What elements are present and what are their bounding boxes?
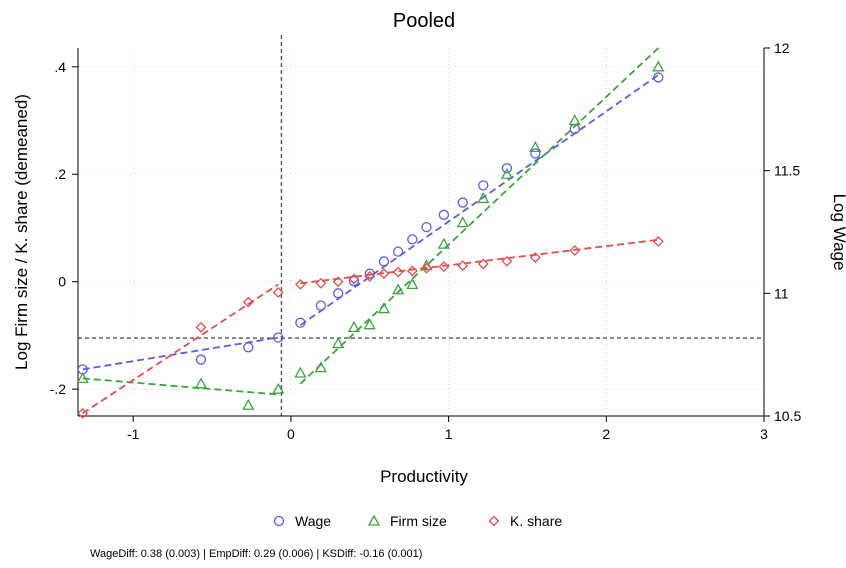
point-firm-size bbox=[652, 60, 665, 72]
data-points bbox=[76, 60, 665, 419]
point-k-share bbox=[406, 265, 418, 277]
point-wage bbox=[315, 300, 327, 311]
x-axis-label: Productivity bbox=[380, 467, 468, 486]
point-wage bbox=[530, 148, 541, 159]
point-wage bbox=[438, 209, 450, 220]
point-firm-size bbox=[347, 321, 361, 333]
point-k-share bbox=[242, 296, 254, 308]
y-axis-right-label: Log Wage bbox=[830, 194, 846, 271]
point-wage bbox=[378, 256, 390, 267]
point-firm-size bbox=[568, 114, 581, 126]
point-firm-size bbox=[420, 259, 433, 271]
point-firm-size bbox=[406, 278, 419, 290]
fit-line-firm-size bbox=[299, 47, 659, 385]
point-k-share bbox=[315, 277, 327, 289]
point-k-share bbox=[272, 287, 284, 298]
point-wage bbox=[364, 268, 375, 279]
fit-lines bbox=[82, 47, 659, 415]
y-left-tick-label: .4 bbox=[54, 59, 66, 75]
point-firm-size bbox=[392, 283, 405, 295]
y-right-tick-label: 11.5 bbox=[774, 163, 800, 179]
point-wage bbox=[243, 342, 254, 353]
point-k-share bbox=[477, 258, 489, 270]
legend-label-firm-size: Firm size bbox=[390, 513, 447, 529]
y-axis-left-label: Log Firm size / K. share (demeaned) bbox=[12, 94, 31, 370]
point-wage bbox=[478, 180, 489, 191]
x-tick-label: 1 bbox=[445, 426, 453, 442]
reference-lines bbox=[78, 35, 764, 416]
legend-marker-wage bbox=[273, 515, 285, 527]
point-wage bbox=[653, 72, 664, 83]
y-right-tick-label: 11 bbox=[774, 285, 789, 301]
point-k-share bbox=[364, 270, 376, 282]
point-wage bbox=[333, 288, 344, 299]
point-wage bbox=[392, 246, 404, 257]
point-wage bbox=[273, 332, 284, 343]
x-tick-label: 2 bbox=[602, 426, 610, 442]
point-k-share bbox=[652, 235, 664, 247]
y-right-tick-label: 10.5 bbox=[774, 408, 801, 424]
fit-line-k-share bbox=[82, 283, 279, 415]
point-k-share bbox=[294, 278, 306, 290]
point-firm-size bbox=[477, 192, 490, 204]
point-firm-size bbox=[242, 398, 255, 410]
point-k-share bbox=[529, 252, 541, 263]
y-left-tick-label: 0 bbox=[58, 274, 66, 290]
grid bbox=[78, 48, 765, 416]
point-wage bbox=[295, 317, 306, 328]
point-wage bbox=[407, 234, 418, 245]
point-firm-size bbox=[529, 141, 542, 153]
y-left-tick-label: .2 bbox=[54, 166, 66, 182]
point-k-share bbox=[421, 262, 432, 274]
point-wage bbox=[501, 163, 513, 174]
point-wage bbox=[457, 197, 468, 208]
y-right-ticks: 10.5 11 11.5 12 bbox=[764, 40, 801, 424]
point-firm-size bbox=[456, 216, 469, 228]
point-wage bbox=[348, 275, 360, 287]
legend: Wage Firm size K. share bbox=[273, 513, 562, 529]
point-firm-size bbox=[332, 337, 345, 349]
x-tick-label: 3 bbox=[760, 426, 768, 442]
point-firm-size bbox=[76, 372, 89, 384]
legend-marker-k-share bbox=[488, 515, 500, 527]
point-k-share bbox=[457, 260, 469, 271]
point-k-share bbox=[348, 273, 360, 285]
point-k-share bbox=[77, 407, 89, 419]
legend-label-wage: Wage bbox=[295, 513, 331, 529]
point-wage bbox=[195, 354, 207, 365]
y-left-tick-label: -.2 bbox=[50, 381, 67, 397]
point-wage bbox=[421, 221, 432, 233]
fit-line-wage bbox=[82, 336, 279, 371]
point-k-share bbox=[501, 255, 513, 267]
point-firm-size bbox=[363, 318, 376, 330]
point-k-share bbox=[195, 321, 207, 333]
y-left-ticks: -.2 0 .2 .4 bbox=[50, 59, 78, 397]
point-k-share bbox=[378, 268, 390, 280]
y-right-tick-label: 12 bbox=[774, 40, 790, 56]
point-k-share bbox=[332, 276, 344, 288]
point-firm-size bbox=[294, 366, 307, 378]
point-firm-size bbox=[272, 382, 285, 394]
footnote: WageDiff: 0.38 (0.003) | EmpDiff: 0.29 (… bbox=[90, 548, 422, 560]
point-firm-size bbox=[437, 237, 450, 249]
legend-label-k-share: K. share bbox=[510, 513, 562, 529]
fit-line-k-share bbox=[300, 238, 659, 285]
fit-line-wage bbox=[299, 74, 659, 326]
x-tick-label: 0 bbox=[287, 426, 295, 442]
point-firm-size bbox=[314, 361, 327, 373]
fit-line-firm-size bbox=[82, 377, 279, 396]
chart-title: Pooled bbox=[393, 10, 455, 32]
point-firm-size bbox=[194, 377, 208, 389]
x-ticks: -1 0 1 2 3 bbox=[127, 416, 768, 442]
point-k-share bbox=[438, 261, 450, 273]
point-k-share bbox=[569, 245, 581, 256]
x-tick-label: -1 bbox=[127, 426, 140, 442]
point-k-share bbox=[392, 266, 404, 278]
point-firm-size bbox=[500, 167, 514, 179]
point-firm-size bbox=[377, 302, 391, 314]
legend-marker-firm-size bbox=[367, 514, 381, 526]
